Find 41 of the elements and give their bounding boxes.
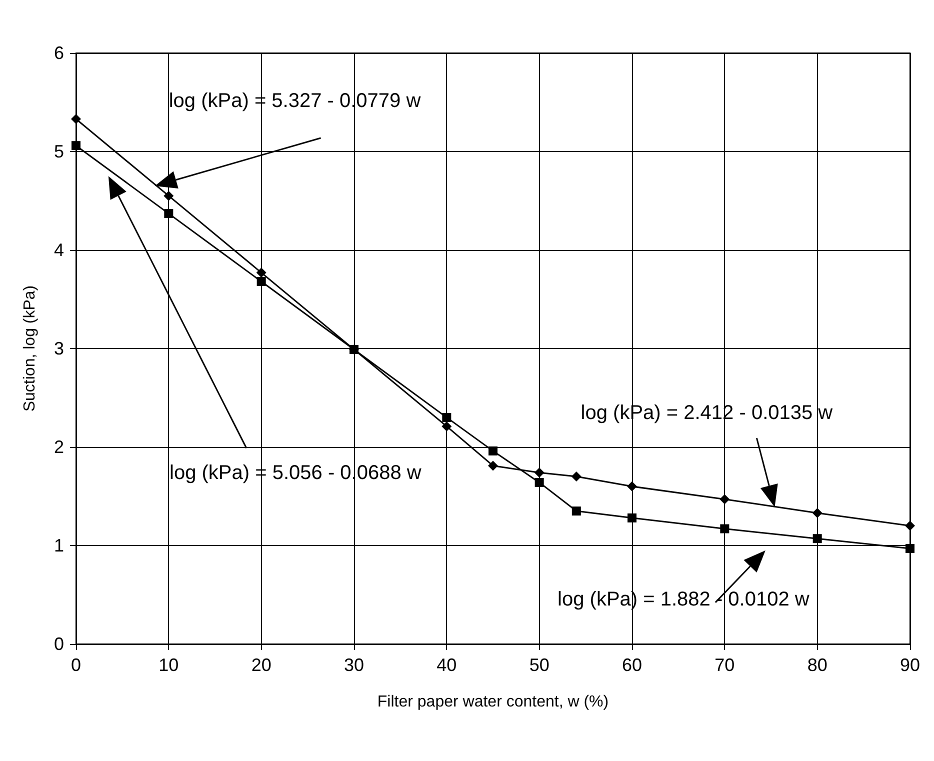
x-tick-label: 70 (714, 655, 735, 675)
y-tick-label: 2 (54, 437, 64, 457)
y-tick-label: 5 (54, 142, 64, 162)
y-tick-label: 0 (54, 634, 64, 654)
y-axis-title: Suction, log (kPa) (22, 285, 38, 412)
x-tick-label: 0 (70, 655, 82, 675)
y-tick-label: 4 (54, 240, 64, 260)
point (534, 478, 544, 487)
point (488, 446, 498, 456)
point (442, 412, 452, 422)
x-tick-label: 20 (251, 655, 272, 675)
point (256, 268, 266, 278)
point (906, 544, 914, 553)
x-tick-label: 30 (344, 655, 364, 675)
point (812, 534, 822, 544)
x-axis-title: Filter paper water content, w (%) (377, 694, 609, 710)
y-tick-label: 6 (54, 43, 64, 63)
point (627, 481, 637, 492)
y-tick-label: 3 (54, 338, 64, 358)
point (628, 513, 636, 522)
y-tick-label: 1 (54, 536, 64, 556)
point (350, 344, 358, 354)
point (720, 524, 730, 534)
x-tick-label: 80 (807, 655, 828, 675)
point (71, 114, 81, 124)
point (571, 472, 582, 482)
point (256, 277, 266, 286)
point (164, 209, 174, 218)
point (720, 494, 730, 504)
x-tick-label: 40 (436, 655, 457, 675)
x-tick-label: 50 (529, 655, 550, 675)
point (534, 468, 544, 478)
x-tick-label: 90 (900, 655, 920, 675)
point (442, 421, 452, 432)
point (488, 460, 498, 471)
point (905, 520, 915, 531)
point (812, 508, 822, 518)
point (572, 506, 581, 516)
x-tick-label: 10 (158, 655, 179, 675)
point (164, 190, 174, 201)
x-tick-label: 60 (622, 655, 642, 675)
